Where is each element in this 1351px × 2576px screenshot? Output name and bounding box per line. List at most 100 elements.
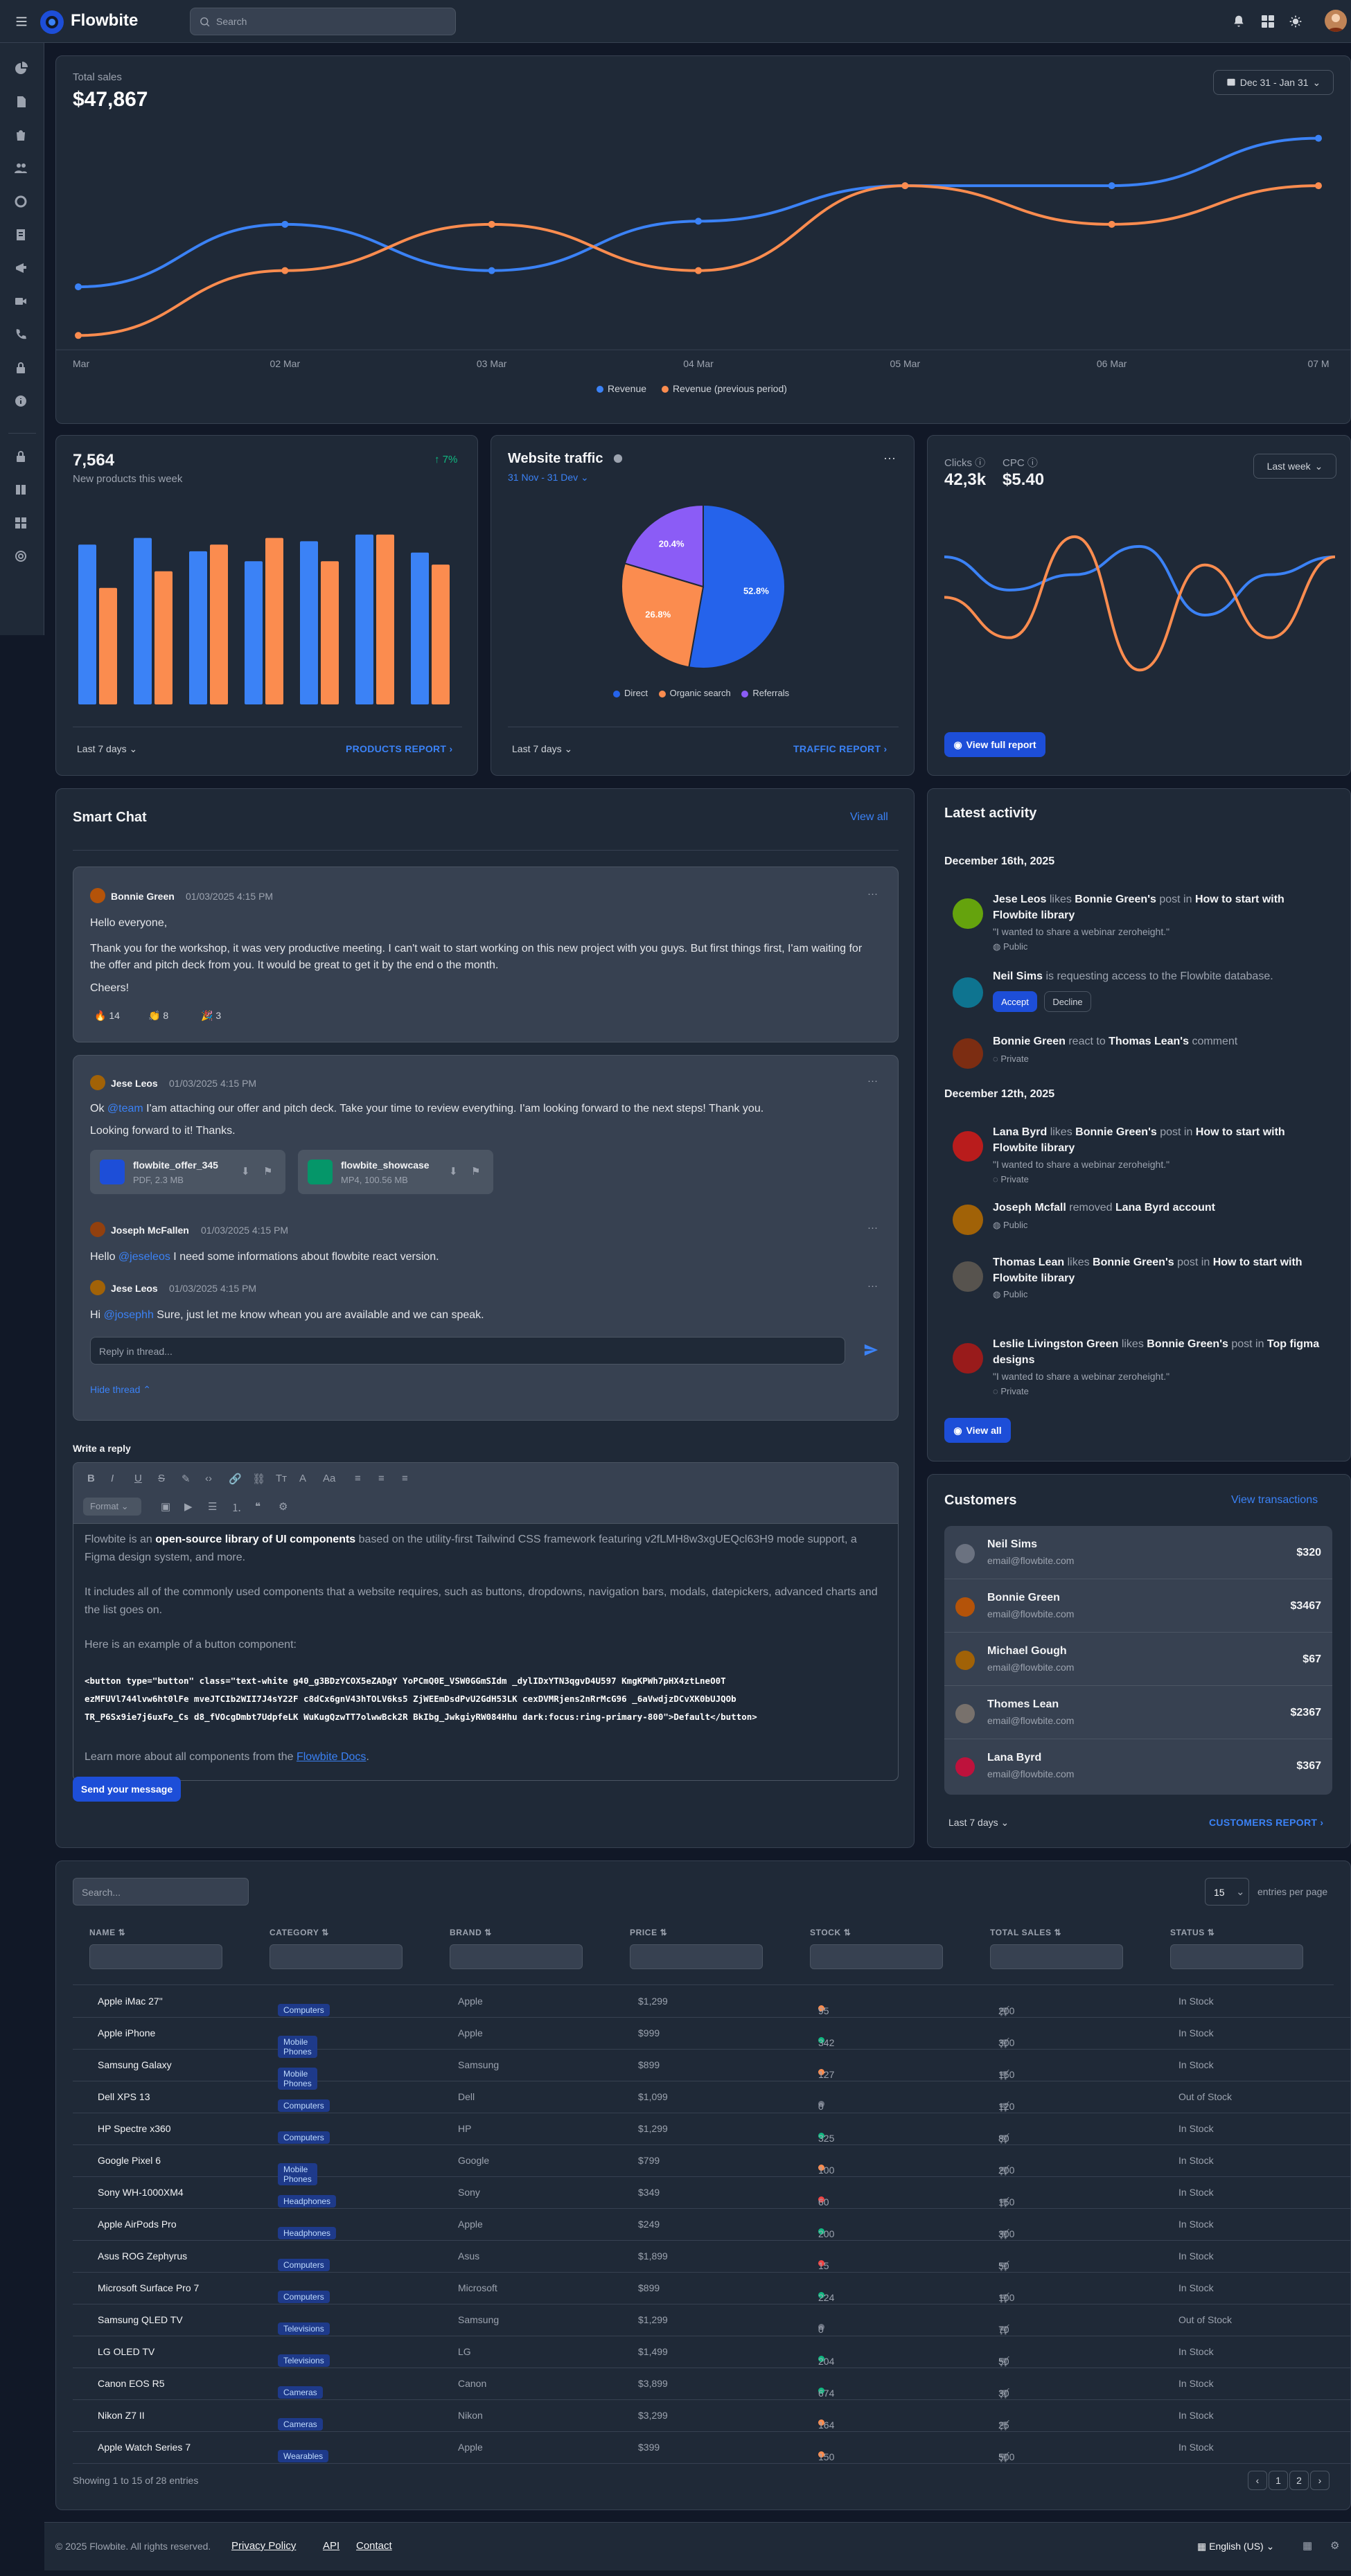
activity-target[interactable]: Bonnie Green's [1147,1338,1228,1350]
theme-toggle-sun-icon[interactable] [1289,15,1303,31]
table-row[interactable]: Samsung QLED TV Televisions Samsung $1,299 0… [73,2304,1351,2336]
data-point[interactable] [901,182,909,190]
bar[interactable] [245,561,263,704]
lock-icon[interactable] [14,450,28,463]
highlight-icon[interactable]: ✎ [182,1473,191,1485]
view-transactions-link[interactable]: View transactions [1231,1494,1318,1506]
message-menu-icon[interactable]: ··· [867,1075,878,1087]
bar[interactable] [78,544,96,704]
table-row[interactable]: Apple AirPods Pro Headphones Apple $249 200 🛒… [73,2209,1351,2241]
download-icon[interactable]: ⬇ [449,1166,458,1178]
footer-link-privacy[interactable]: Privacy Policy [231,2540,297,2552]
per-page-select[interactable]: 15 ⌄ [1205,1878,1249,1906]
quote-icon[interactable]: ❝ [255,1501,261,1513]
align-center-icon[interactable]: ≡ [378,1473,385,1484]
footer-link-api[interactable]: API [323,2540,340,2552]
column-header-category[interactable]: CATEGORY ⇅ [270,1928,329,1937]
data-point[interactable] [281,267,289,274]
font-color-icon[interactable]: A [299,1473,307,1484]
data-point[interactable] [75,283,82,291]
traffic-info-icon[interactable] [613,454,623,466]
table-row[interactable]: Google Pixel 6 Mobile Phones Google $799 100… [73,2145,1351,2185]
view-full-report-button[interactable]: ◉ View full report [944,732,1045,757]
ordered-list-icon[interactable]: ⒈ [231,1502,242,1514]
column-header-name[interactable]: NAME ⇅ [89,1928,126,1937]
legend-previous[interactable]: Revenue (previous period) [672,383,787,394]
attachment-file[interactable]: flowbite_offer_345 PDF, 2.3 MB ⬇ ⚑ [90,1150,285,1194]
legend-referrals[interactable]: Referrals [752,688,790,698]
format-dropdown[interactable]: Format ⌄ [83,1498,141,1516]
attachment-file[interactable]: flowbite_showcase MP4, 100.56 MB ⬇ ⚑ [298,1150,493,1194]
bar[interactable] [376,534,394,704]
document-icon[interactable] [14,228,28,242]
bar[interactable] [99,587,117,704]
editor-content[interactable]: Flowbite is an open-source library of UI… [73,1524,898,1780]
dashboard-icon[interactable] [14,62,28,75]
data-point[interactable] [1315,182,1322,190]
user-avatar[interactable] [1325,10,1347,32]
decline-button[interactable]: Decline [1044,991,1091,1012]
italic-icon[interactable]: I [111,1473,114,1484]
mention-link[interactable]: @josephh [103,1309,154,1321]
activity-object[interactable]: Top figma designs [993,1338,1320,1366]
customer-row[interactable]: Thomes Lean email@flowbite.com $2367 [944,1686,1332,1739]
support-icon[interactable] [14,195,28,208]
footer-link-contact[interactable]: Contact [356,2540,392,2552]
language-selector[interactable]: ▦ English (US) ⌄ [1197,2541,1275,2552]
column-header-total-sales[interactable]: TOTAL SALES ⇅ [990,1928,1062,1937]
legend-revenue[interactable]: Revenue [608,383,647,394]
bar[interactable] [321,561,339,704]
brand-logo[interactable] [40,10,64,34]
pagination-page[interactable]: 2 [1289,2471,1309,2490]
flag-icon[interactable]: ⚑ [471,1166,481,1178]
pie-slice[interactable] [624,504,704,588]
bullet-list-icon[interactable]: ☰ [208,1501,218,1513]
bold-icon[interactable]: B [87,1473,95,1484]
reaction-party[interactable]: 🎉 3 [201,1010,221,1022]
activity-actor[interactable]: Leslie Livingston Green [993,1338,1119,1350]
flowbite-docs-link[interactable]: Flowbite Docs [296,1751,367,1763]
lock-icon[interactable] [14,361,28,375]
table-row[interactable]: Samsung Galaxy Mobile Phones Samsung $899 12… [73,2050,1351,2090]
column-header-status[interactable]: STATUS ⇅ [1170,1928,1215,1937]
traffic-menu-icon[interactable]: ··· [883,451,896,465]
activity-target[interactable]: Bonnie Green's [1093,1256,1174,1268]
filter-input[interactable] [450,1944,583,1969]
bar[interactable] [355,534,373,704]
notifications-icon[interactable] [1232,15,1246,31]
send-icon[interactable] [863,1342,878,1360]
data-point[interactable] [488,267,495,274]
text-size-icon[interactable]: Tт [276,1473,288,1484]
customers-period-dropdown[interactable]: Last 7 days ⌄ [948,1817,1009,1828]
table-row[interactable]: Apple iMac 27" Computers Apple $1,299 95 🛒︎ 2… [73,1986,1351,2018]
customer-row[interactable]: Michael Gough email@flowbite.com $67 [944,1633,1332,1686]
activity-object[interactable]: How to start with Flowbite library [993,1126,1285,1154]
bar[interactable] [300,541,318,704]
phone-icon[interactable] [14,328,28,341]
table-row[interactable]: LG OLED TV Televisions LG $1,499 204 🛒︎ 50 In … [73,2336,1351,2368]
activity-view-all-button[interactable]: ◉ View all [944,1418,1011,1443]
message-author[interactable]: Jese Leos [111,1078,158,1089]
column-header-brand[interactable]: BRAND ⇅ [450,1928,492,1937]
pagination-next[interactable]: › [1310,2471,1330,2490]
reaction-clap[interactable]: 👏 8 [148,1010,168,1022]
data-point[interactable] [75,332,82,339]
mention-link[interactable]: @jeseleos [118,1251,170,1263]
activity-actor[interactable]: Jese Leos [993,894,1047,905]
filter-input[interactable] [810,1944,943,1969]
pages-icon[interactable] [14,95,28,109]
bar[interactable] [432,565,450,704]
customer-row[interactable]: Lana Byrd email@flowbite.com $367 [944,1739,1332,1793]
data-point[interactable] [695,217,702,225]
data-point[interactable] [488,220,495,228]
activity-actor[interactable]: Joseph Mcfall [993,1202,1066,1214]
table-row[interactable]: Sony WH-1000XM4 Headphones Sony $349 60 🛒︎ 15… [73,2177,1351,2209]
activity-object[interactable]: How to start with Flowbite library [993,894,1284,921]
table-row[interactable]: Asus ROG Zephyrus Computers Asus $1,899 15 🛒︎… [73,2241,1351,2273]
traffic-range-dropdown[interactable]: 31 Nov - 31 Dev ⌄ [508,472,589,483]
date-range-button[interactable]: Dec 31 - Jan 31 ⌄ [1213,70,1334,95]
message-author[interactable]: Jese Leos [111,1283,158,1294]
data-point[interactable] [1108,182,1115,190]
apps-icon[interactable]: ▦ [1303,2540,1313,2552]
filter-input[interactable] [1170,1944,1303,1969]
